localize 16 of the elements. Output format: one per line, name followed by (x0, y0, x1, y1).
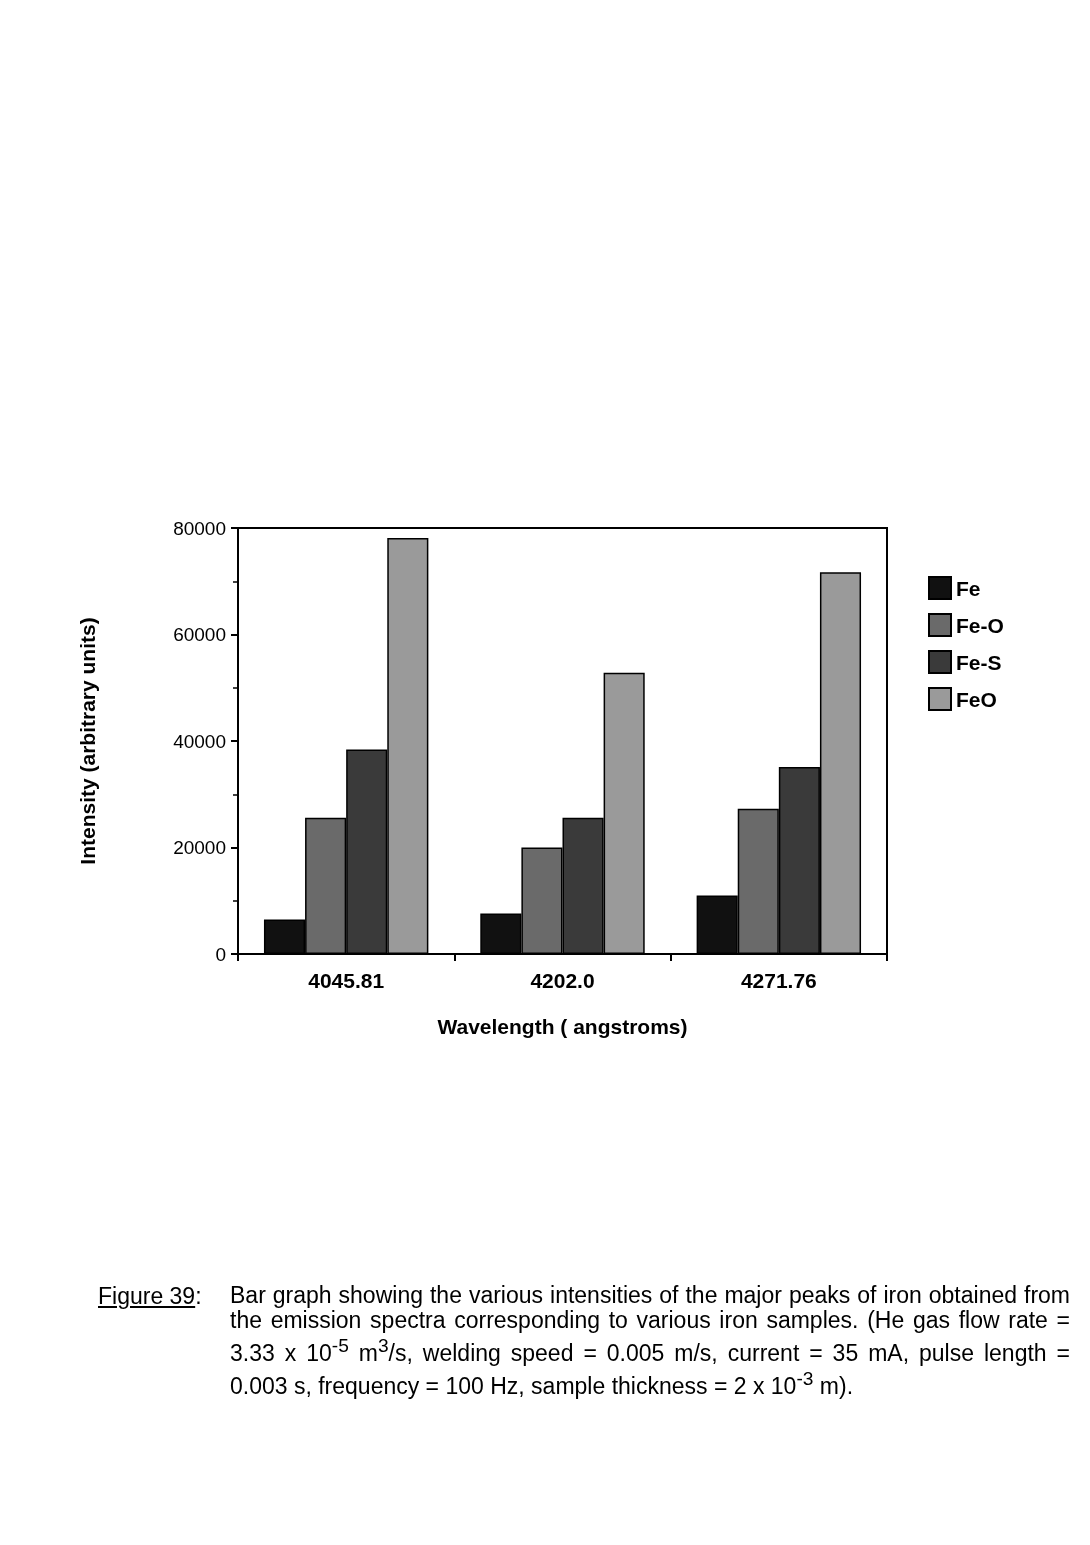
legend-label: Fe-O (956, 613, 1004, 637)
y-tick-label: 80000 (173, 517, 226, 539)
caption: Figure 39: (98, 1283, 202, 1309)
y-tick-label: 60000 (173, 624, 226, 645)
y-tick-label: 20000 (173, 837, 226, 858)
legend-label: FeO (956, 687, 997, 711)
x-tick-label: 4202.0 (530, 969, 595, 992)
x-axis-title: Wavelength ( angstroms) (437, 1015, 688, 1038)
x-tick-label: 4045.81 (308, 969, 385, 992)
y-axis-title: Intensity (arbitrary units) (76, 617, 99, 865)
y-tick-label: 40000 (173, 730, 226, 752)
text: Bar graph showing the various intensities of the major peaks of iron obtained from the emission spectra corresponding to various iron samples. (He gas flow rate = 3.33 x 10$^{-5}$ m$^{3}$/s, welding speed = 0.005 m/s, current = 35 mA, pulse length = 0.003 s, frequency = 100 Hz, sample thickness = 2 x 10$^{-3}$ m). (230, 1282, 1070, 1399)
legend-label: Fe-S (956, 650, 1002, 674)
y-tick-label: 0 (215, 943, 226, 965)
legend-label: Fe (956, 576, 981, 600)
x-tick-label: 4271.76 (740, 969, 817, 992)
